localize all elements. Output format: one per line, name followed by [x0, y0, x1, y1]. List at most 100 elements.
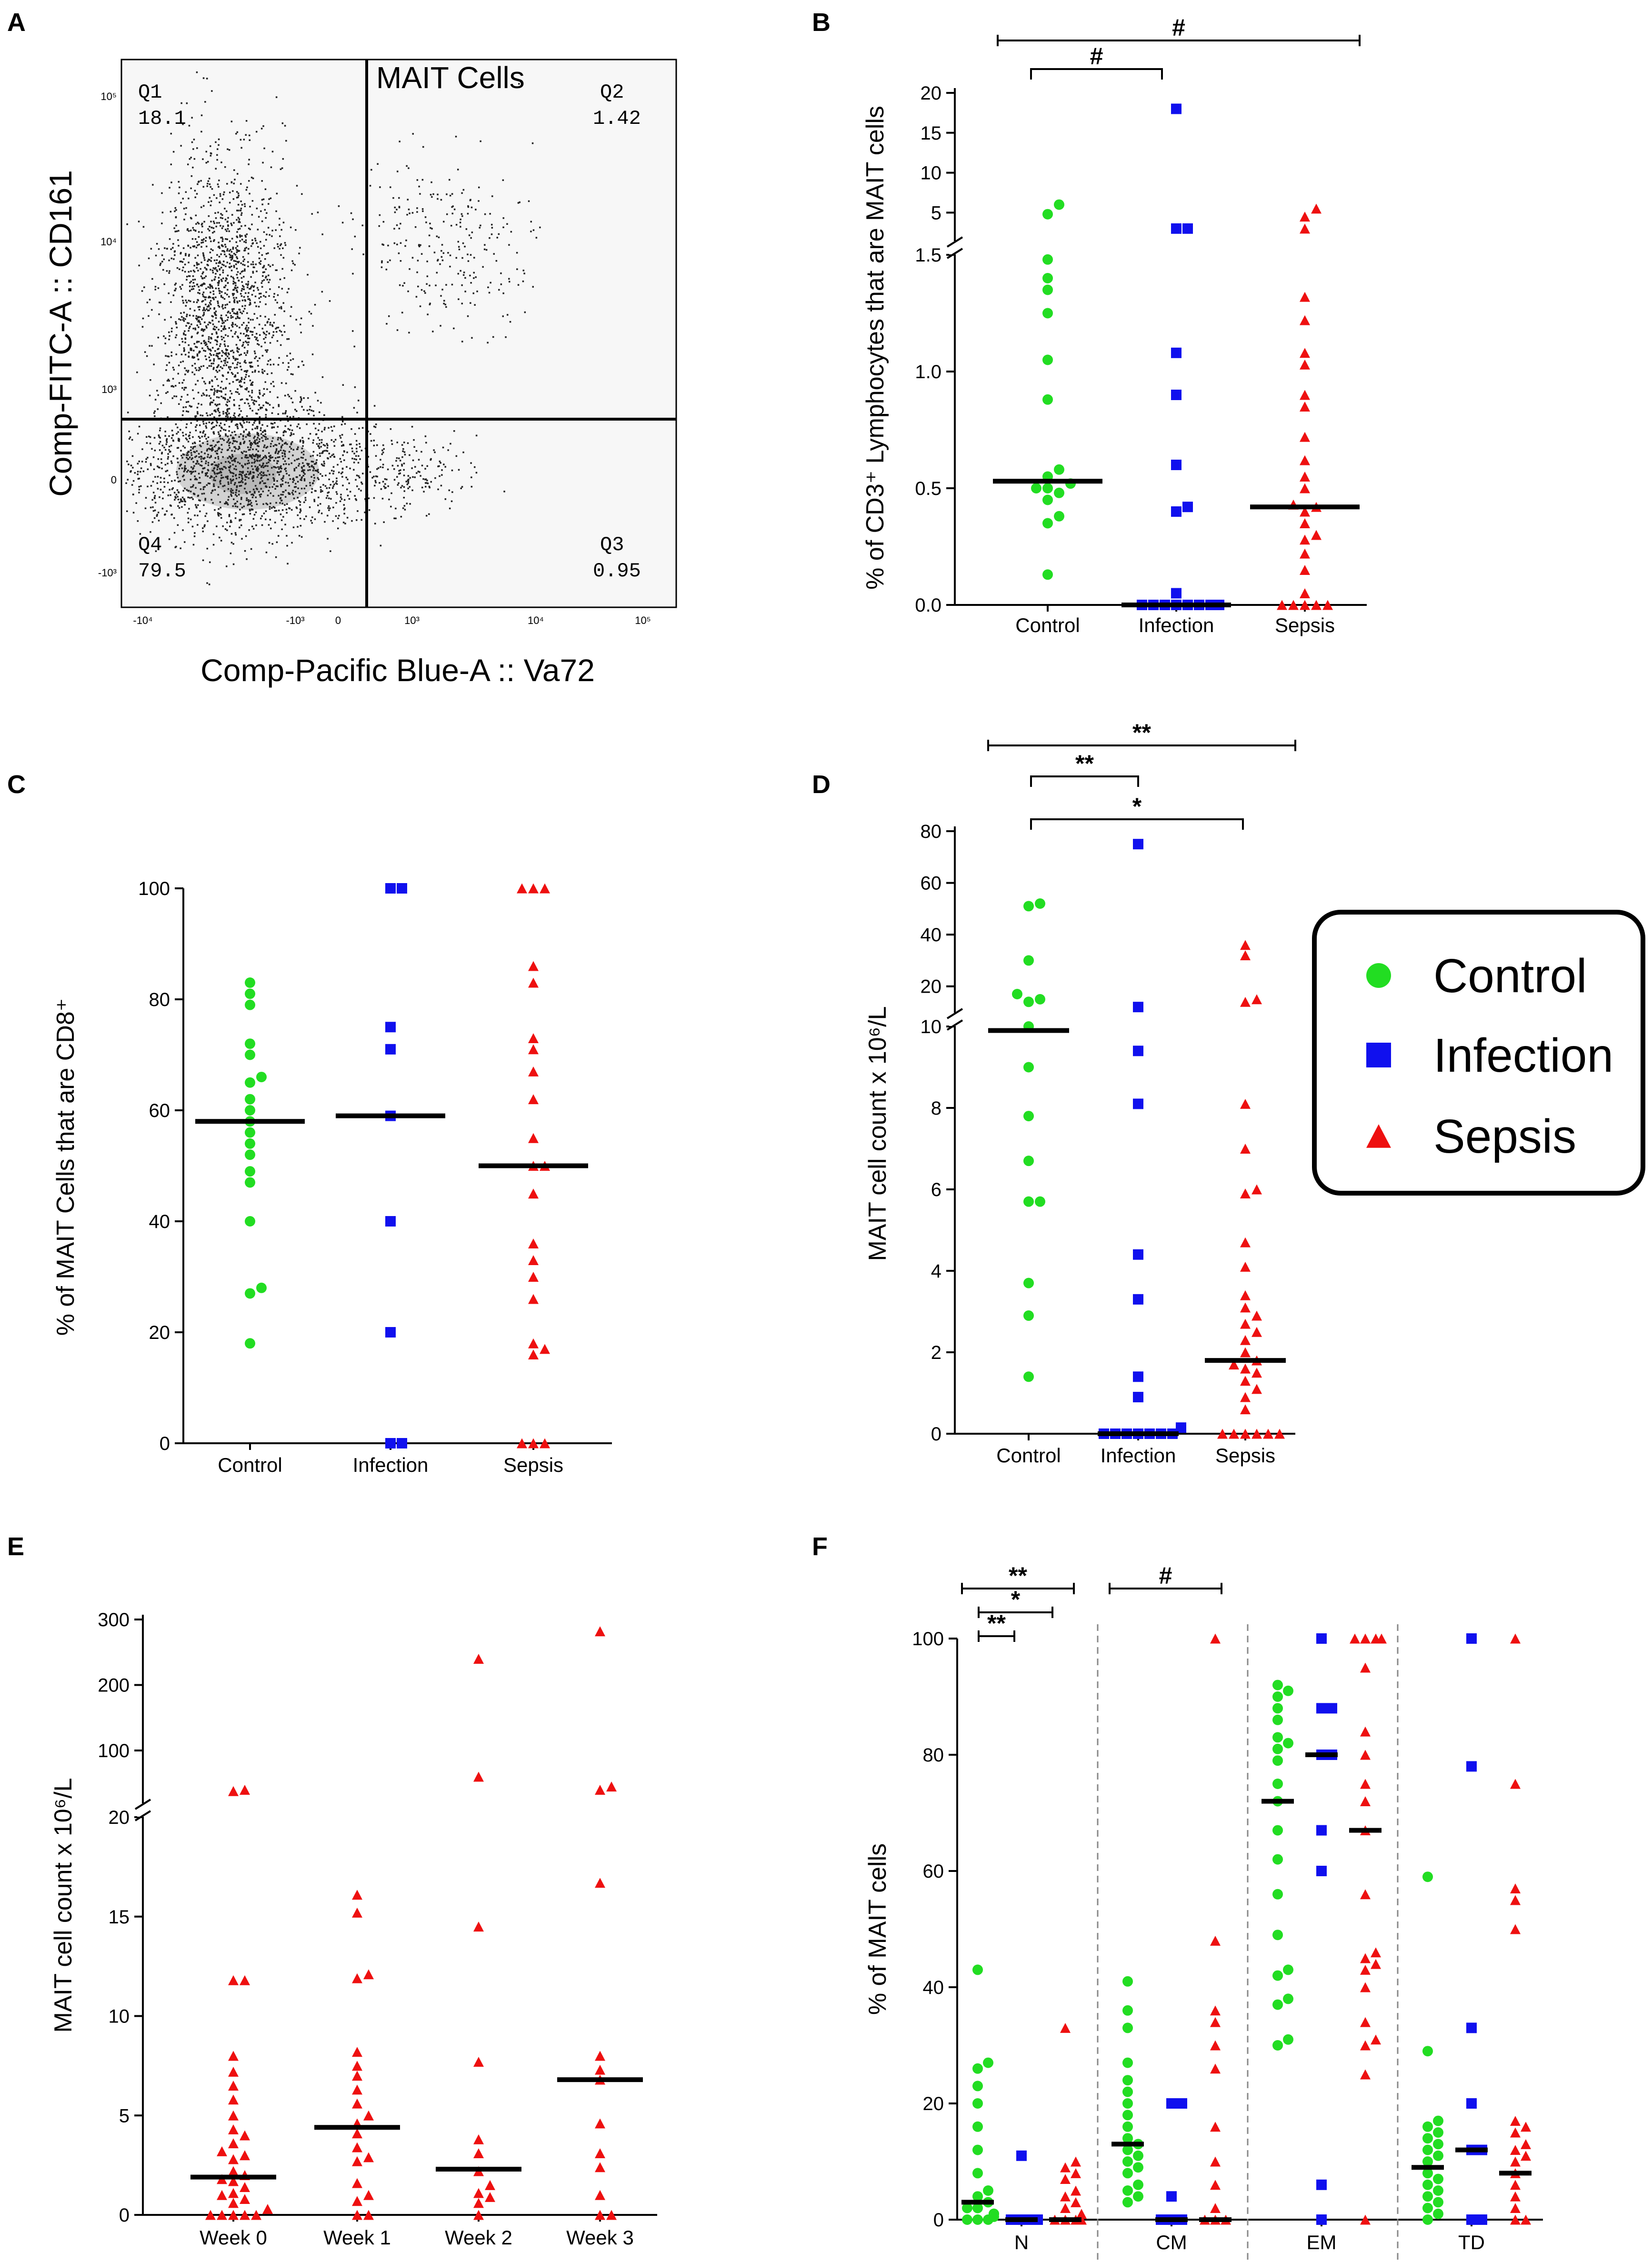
flow-event — [243, 513, 245, 515]
flow-event — [208, 365, 210, 367]
flow-event — [179, 186, 180, 189]
flow-event — [491, 227, 493, 229]
flow-event — [198, 286, 200, 288]
flow-event — [170, 444, 172, 447]
flow-event — [275, 457, 277, 459]
flow-event — [223, 364, 225, 366]
flow-event — [252, 494, 255, 496]
flow-event — [262, 434, 264, 437]
flow-event — [205, 342, 207, 343]
flow-event — [173, 369, 175, 371]
flow-event — [194, 532, 196, 534]
flow-event — [192, 498, 194, 500]
flow-event — [221, 449, 223, 451]
flow-event — [179, 344, 180, 346]
flow-event — [169, 474, 170, 476]
flow-event — [187, 496, 189, 498]
flow-event — [185, 325, 187, 327]
data-point — [352, 2156, 362, 2166]
flow-event — [236, 131, 239, 133]
flow-event — [178, 192, 180, 194]
data-point — [983, 2057, 993, 2068]
flow-event — [249, 513, 251, 515]
flow-event — [183, 350, 185, 352]
flow-event — [218, 186, 220, 188]
flow-event — [259, 422, 260, 424]
flow-event — [280, 331, 282, 333]
flow-event — [232, 276, 234, 279]
flow-event — [351, 447, 353, 450]
flow-event — [247, 433, 249, 436]
flow-event — [215, 331, 218, 333]
flow-event — [202, 365, 205, 367]
flow-event — [240, 480, 243, 482]
flow-event — [434, 477, 436, 479]
flow-event — [233, 414, 235, 416]
flow-event — [265, 447, 268, 449]
flow-event — [403, 486, 405, 488]
flow-event — [279, 224, 280, 226]
flow-event — [202, 559, 204, 561]
flow-event — [275, 510, 278, 512]
flow-event — [246, 415, 248, 417]
flow-event — [190, 270, 192, 272]
flow-event — [277, 294, 279, 296]
flow-event — [220, 517, 222, 519]
flow-event — [265, 239, 267, 241]
data-point — [245, 1127, 255, 1138]
flow-event — [325, 474, 327, 476]
flow-event — [183, 471, 185, 473]
flow-event — [169, 187, 170, 189]
flow-event — [217, 304, 220, 307]
flow-event — [232, 294, 234, 296]
flow-event — [439, 263, 441, 265]
flow-event — [259, 392, 260, 394]
flow-event — [215, 217, 217, 219]
flow-event — [210, 269, 211, 271]
flow-event — [356, 474, 358, 476]
flow-event — [263, 482, 265, 484]
data-point — [1060, 2022, 1071, 2033]
flow-event — [303, 487, 306, 490]
flow-event — [218, 329, 220, 331]
flow-event — [187, 322, 189, 324]
flow-event — [208, 297, 210, 299]
flow-event — [375, 475, 377, 477]
flow-event — [229, 301, 230, 303]
flow-event — [241, 478, 244, 480]
flow-event — [278, 494, 280, 497]
data-point — [1240, 1392, 1251, 1402]
flow-event — [251, 223, 253, 225]
flow-event — [338, 472, 340, 473]
flow-event — [405, 239, 407, 241]
flow-event — [453, 430, 455, 432]
flow-event — [158, 436, 160, 438]
flow-event — [374, 484, 376, 487]
flow-event — [218, 321, 220, 323]
flow-event — [218, 288, 220, 290]
flow-event — [401, 444, 403, 446]
flow-event — [369, 185, 371, 187]
flow-event — [193, 493, 196, 495]
significance-bracket — [1030, 818, 1244, 830]
data-point — [528, 1349, 539, 1360]
flow-event — [179, 286, 181, 288]
flow-event — [204, 498, 206, 500]
flow-event — [210, 342, 211, 344]
flow-event — [230, 490, 232, 492]
flow-event — [253, 350, 256, 352]
flow-event — [241, 475, 243, 477]
data-point — [1510, 2214, 1521, 2225]
flow-event — [220, 540, 222, 542]
flow-event — [458, 298, 460, 300]
flow-event — [379, 186, 381, 188]
data-point — [1042, 308, 1053, 319]
flow-event — [236, 441, 238, 443]
flow-event — [166, 364, 168, 366]
flow-event — [373, 497, 375, 499]
flow-event — [196, 264, 198, 266]
flow-event — [271, 467, 273, 469]
flow-event — [210, 428, 213, 430]
flow-event — [253, 285, 255, 287]
flow-event — [150, 531, 151, 533]
